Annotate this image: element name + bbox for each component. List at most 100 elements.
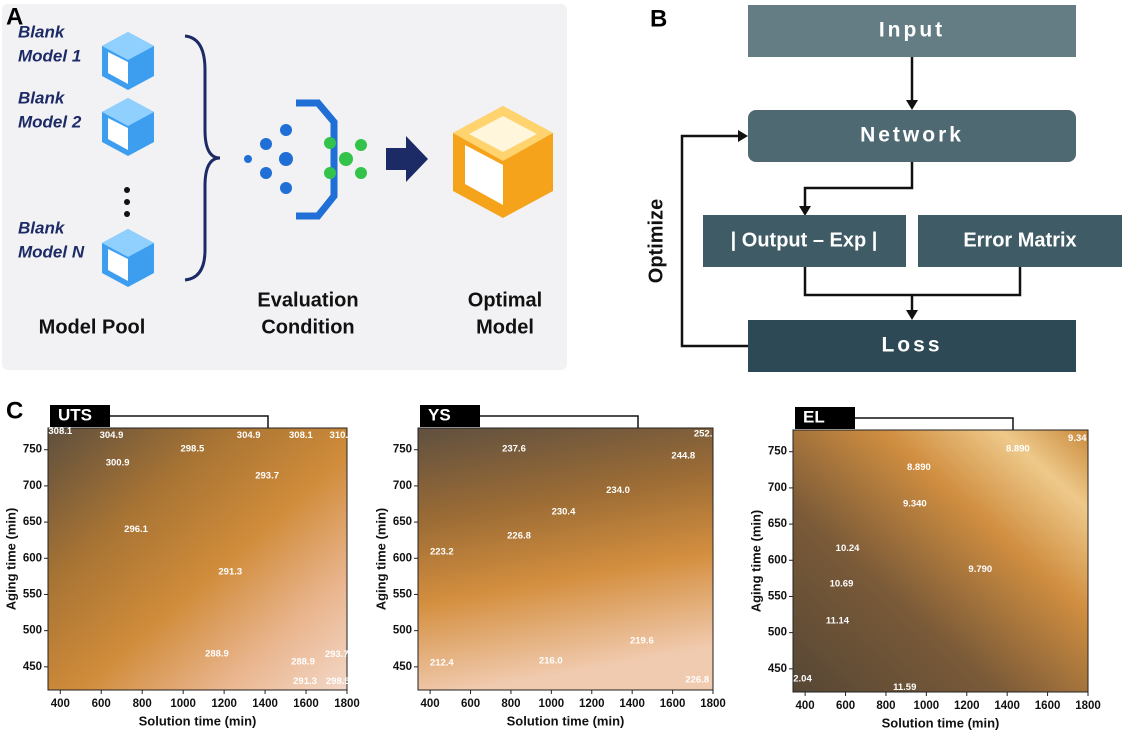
x-tick-label: 1000 (914, 700, 940, 712)
y-axis-label: Aging time (min) (3, 508, 18, 611)
model-label: Model N (18, 242, 85, 261)
panel-label: B (650, 5, 667, 32)
error-box (918, 215, 1122, 267)
x-tick-label: 1400 (619, 698, 645, 710)
loss-box (748, 320, 1076, 372)
y-tick-label: 650 (393, 516, 412, 528)
contour-label: 298.5 (326, 676, 350, 687)
contour-label: 308.1 (289, 430, 313, 441)
contour-label: 300.9 (106, 457, 130, 468)
optimal-label: Optimal (468, 289, 542, 311)
contour-label: 298.5 (180, 444, 204, 455)
input-text: Input (879, 19, 945, 42)
y-tick-label: 600 (23, 552, 42, 564)
contour-label: 230.4 (552, 506, 576, 517)
error-text: Error Matrix (963, 229, 1076, 251)
model-label: Model 2 (18, 112, 82, 131)
y-tick-label: 750 (768, 446, 787, 458)
network-text: Network (860, 124, 964, 147)
evaluation-label: Condition (261, 316, 354, 338)
contour-label: 296.1 (124, 524, 148, 535)
contour-label: 226.8 (685, 674, 709, 685)
y-axis-label: Aging time (min) (748, 510, 763, 613)
x-axis-label: Solution time (min) (139, 713, 257, 728)
plot-frame (792, 429, 1089, 693)
model-label: Blank (18, 22, 66, 41)
contour-label: 226.8 (507, 530, 531, 541)
y-tick-label: 750 (23, 444, 42, 456)
plot-frame (417, 427, 714, 691)
contour-label: 9.34 (1068, 433, 1087, 444)
contour-fill (48, 428, 347, 690)
y-tick-label: 750 (393, 444, 412, 456)
contour-label: 10.24 (836, 543, 860, 554)
x-tick-label: 1600 (293, 698, 319, 710)
x-tick-label: 1600 (1035, 700, 1061, 712)
contour-label: 11.59 (893, 682, 916, 693)
contour-label: 308.1 (48, 426, 72, 437)
title-bracket (478, 415, 639, 428)
plot-title: YS (428, 405, 451, 424)
contour-label: 293.7 (255, 470, 279, 481)
y-tick-label: 550 (393, 588, 412, 600)
y-tick-label: 450 (768, 663, 787, 675)
contour-label: 310. (330, 430, 349, 441)
x-axis-label: Solution time (min) (507, 713, 625, 728)
contour-label: 288.9 (205, 648, 229, 659)
y-tick-label: 700 (23, 480, 42, 492)
x-tick-label: 400 (421, 698, 440, 710)
model-label: Blank (18, 218, 66, 237)
x-tick-label: 1800 (1075, 700, 1101, 712)
x-tick-label: 600 (836, 700, 855, 712)
optimal-label: Model (476, 316, 534, 338)
title-tag (50, 405, 110, 427)
model-label: Blank (18, 88, 66, 107)
title-bracket (108, 415, 269, 428)
y-tick-label: 700 (393, 480, 412, 492)
panel-label: A (6, 3, 23, 30)
flow-arrows (680, 57, 1022, 348)
x-tick-label: 600 (92, 698, 111, 710)
x-axis-label: Solution time (min) (882, 715, 1000, 730)
panel-label: C (6, 397, 23, 424)
x-tick-label: 1200 (579, 698, 605, 710)
optimize-label: Optimize (645, 199, 667, 283)
plot-title: EL (803, 407, 825, 426)
y-tick-label: 450 (393, 661, 412, 673)
title-bracket (853, 417, 1014, 430)
y-tick-label: 500 (768, 627, 787, 639)
contour-label: 252. (694, 428, 713, 439)
contour-label: 11.14 (826, 616, 850, 627)
contour-label: 9.340 (903, 498, 927, 509)
contour-fill (418, 428, 713, 690)
contour-label: 219.6 (630, 635, 654, 646)
contour-label: 304.9 (100, 430, 124, 441)
contour-label: 223.2 (430, 546, 454, 557)
contour-label: 8.890 (907, 462, 931, 473)
x-tick-label: 1200 (954, 700, 980, 712)
x-tick-label: 1800 (700, 698, 726, 710)
contour-label: 288.9 (291, 656, 315, 667)
contour-label: 2.04 (793, 673, 812, 684)
y-tick-label: 550 (768, 590, 787, 602)
x-tick-label: 400 (51, 698, 70, 710)
cubes (102, 32, 553, 287)
contour-label: 244.8 (671, 451, 695, 462)
y-tick-label: 500 (393, 625, 412, 637)
contour-label: 8.890 (1006, 443, 1030, 454)
y-tick-label: 500 (23, 625, 42, 637)
x-tick-label: 800 (501, 698, 520, 710)
x-tick-label: 1400 (994, 700, 1020, 712)
contour-label: 212.4 (430, 658, 454, 669)
x-tick-label: 1600 (660, 698, 686, 710)
contour-label: 10.69 (830, 579, 854, 590)
x-tick-label: 1000 (170, 698, 196, 710)
y-tick-label: 700 (768, 482, 787, 494)
loss-text: Loss (881, 334, 942, 357)
x-tick-label: 600 (461, 698, 480, 710)
contour-label: 291.3 (218, 567, 242, 578)
contour-label: 216.0 (539, 656, 563, 667)
output-box (703, 215, 906, 267)
model-label: Model 1 (18, 46, 81, 65)
